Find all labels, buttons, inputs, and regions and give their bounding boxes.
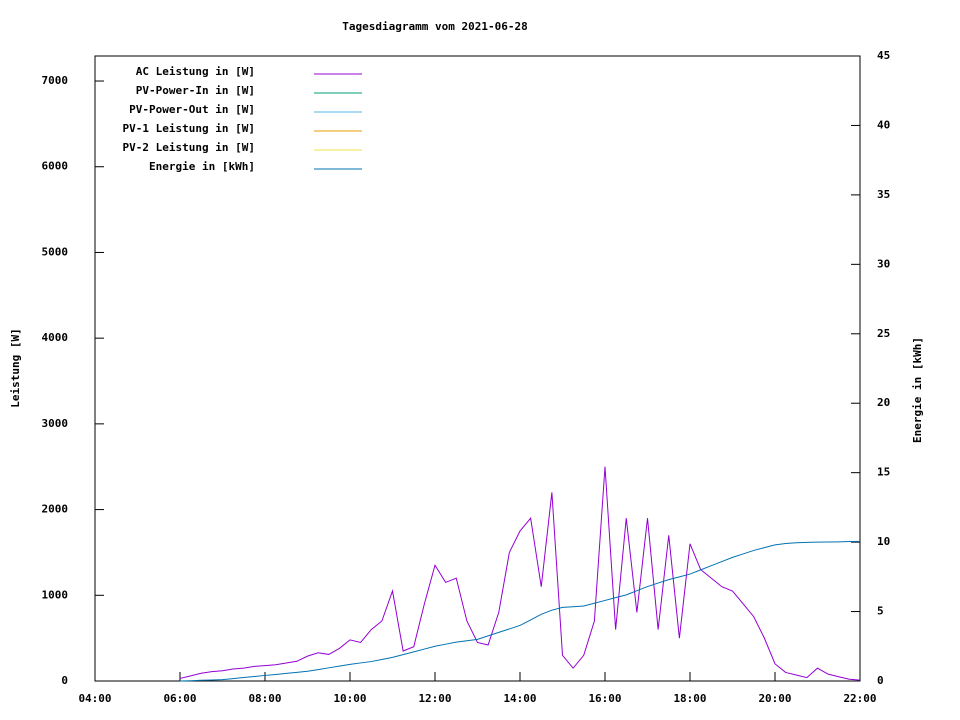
legend-label: PV-Power-Out in [W]: [129, 103, 255, 116]
y2-axis-label: Energie in [kWh]: [911, 337, 924, 443]
legend-label: PV-Power-In in [W]: [136, 84, 255, 97]
y-tick-label: 4000: [42, 331, 69, 344]
x-tick-label: 04:00: [78, 692, 111, 705]
x-tick-label: 12:00: [418, 692, 451, 705]
y-tick-label: 1000: [42, 588, 69, 601]
y2-tick-label: 15: [877, 466, 890, 479]
legend-label: Energie in [kWh]: [149, 160, 255, 173]
y2-tick-label: 0: [877, 674, 884, 687]
legend-label: PV-1 Leistung in [W]: [123, 122, 255, 135]
y2-tick-label: 45: [877, 49, 890, 62]
y-tick-label: 6000: [42, 160, 69, 173]
x-tick-label: 16:00: [588, 692, 621, 705]
y2-tick-label: 5: [877, 605, 884, 618]
y2-tick-label: 40: [877, 118, 890, 131]
y2-tick-label: 30: [877, 257, 890, 270]
y2-tick-label: 20: [877, 396, 890, 409]
y2-tick-label: 35: [877, 188, 890, 201]
y-tick-label: 3000: [42, 417, 69, 430]
series-line: [179, 466, 861, 681]
x-tick-label: 10:00: [333, 692, 366, 705]
series-line: [179, 540, 861, 682]
x-tick-label: 08:00: [248, 692, 281, 705]
y-tick-label: 7000: [42, 74, 69, 87]
y-axis-label: Leistung [W]: [9, 328, 22, 407]
plot-frame: [94, 55, 861, 682]
x-tick-label: 20:00: [758, 692, 791, 705]
legend-label: AC Leistung in [W]: [136, 65, 255, 78]
y2-tick-label: 10: [877, 535, 890, 548]
x-tick-label: 06:00: [163, 692, 196, 705]
y-tick-label: 5000: [42, 245, 69, 258]
x-tick-label: 14:00: [503, 692, 536, 705]
x-tick-label: 22:00: [843, 692, 876, 705]
y-tick-label: 2000: [42, 503, 69, 516]
chart-title: Tagesdiagramm vom 2021-06-28: [342, 20, 527, 33]
y2-tick-label: 25: [877, 327, 890, 340]
x-tick-label: 18:00: [673, 692, 706, 705]
y-tick-label: 0: [61, 674, 68, 687]
legend-label: PV-2 Leistung in [W]: [123, 141, 255, 154]
